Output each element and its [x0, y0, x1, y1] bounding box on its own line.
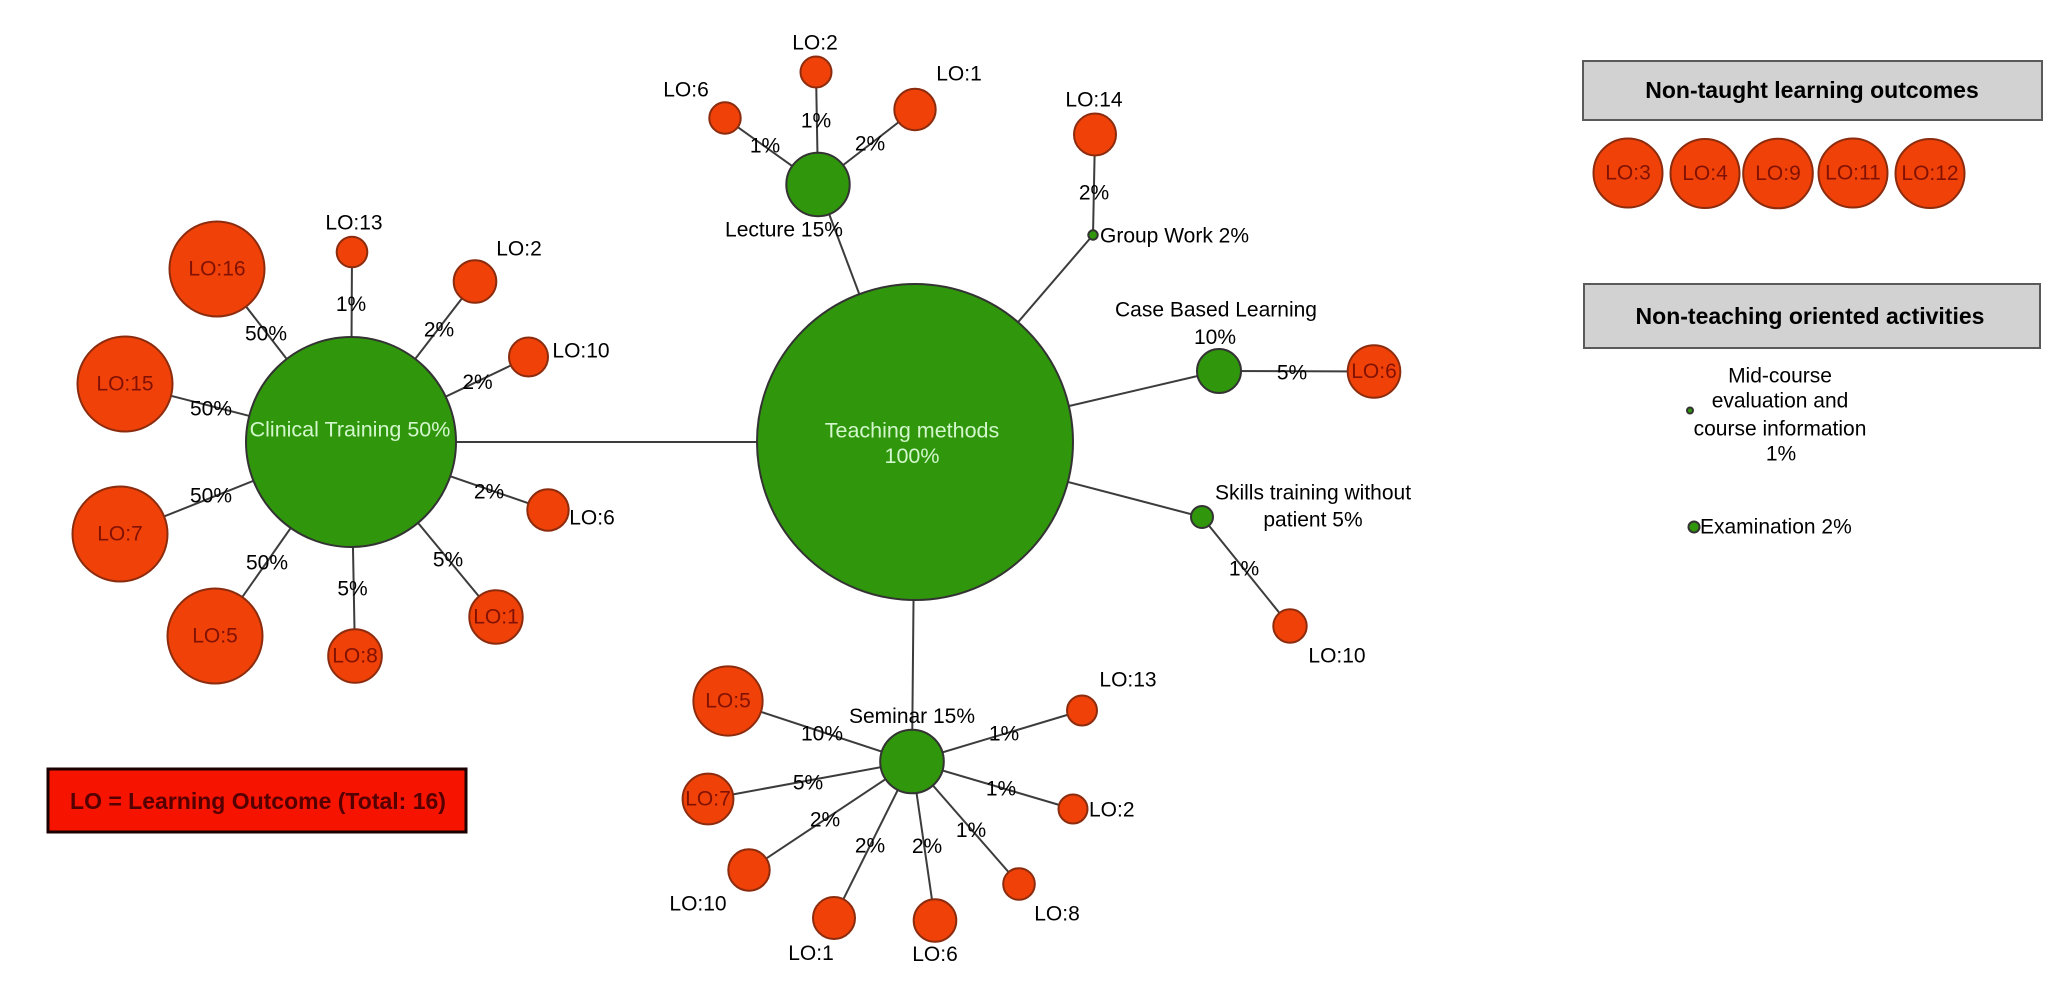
- svg-text:Mid-course: Mid-course: [1728, 365, 1832, 388]
- svg-text:1%: 1%: [801, 110, 831, 133]
- svg-text:LO:4: LO:4: [1682, 162, 1728, 185]
- svg-text:100%: 100%: [885, 444, 940, 468]
- svg-text:Non-taught learning outcomes: Non-taught learning outcomes: [1645, 77, 1979, 103]
- svg-text:Seminar 15%: Seminar 15%: [849, 705, 975, 728]
- svg-text:LO:1: LO:1: [473, 606, 519, 629]
- svg-text:2%: 2%: [1079, 182, 1109, 205]
- svg-text:Examination 2%: Examination 2%: [1700, 516, 1852, 539]
- svg-text:Lecture 15%: Lecture 15%: [725, 219, 843, 242]
- svg-text:10%: 10%: [1194, 326, 1236, 349]
- svg-text:LO:5: LO:5: [705, 690, 751, 713]
- svg-text:1%: 1%: [1766, 443, 1796, 466]
- svg-text:1%: 1%: [986, 778, 1016, 801]
- svg-text:1%: 1%: [989, 723, 1019, 746]
- svg-text:LO:15: LO:15: [96, 373, 153, 396]
- svg-text:LO:6: LO:6: [569, 507, 615, 530]
- svg-text:1%: 1%: [1229, 558, 1259, 581]
- svg-text:50%: 50%: [246, 552, 288, 575]
- svg-text:LO:2: LO:2: [496, 238, 542, 261]
- svg-text:Case Based Learning: Case Based Learning: [1115, 299, 1317, 322]
- svg-text:LO:10: LO:10: [552, 340, 609, 363]
- svg-text:5%: 5%: [433, 549, 463, 572]
- svg-text:LO:6: LO:6: [1351, 360, 1397, 383]
- svg-text:LO:1: LO:1: [788, 942, 834, 965]
- svg-text:evaluation and: evaluation and: [1712, 390, 1849, 413]
- svg-text:LO:16: LO:16: [188, 258, 245, 281]
- svg-text:LO:7: LO:7: [97, 523, 143, 546]
- svg-text:1%: 1%: [336, 293, 366, 316]
- svg-text:LO:11: LO:11: [1825, 162, 1881, 185]
- svg-text:patient 5%: patient 5%: [1263, 509, 1362, 532]
- svg-text:Skills training without: Skills training without: [1215, 482, 1411, 505]
- svg-text:LO:7: LO:7: [685, 788, 731, 811]
- svg-text:Teaching methods: Teaching methods: [825, 419, 1000, 443]
- svg-text:50%: 50%: [190, 398, 232, 421]
- svg-text:LO:3: LO:3: [1605, 162, 1651, 185]
- svg-text:LO:1: LO:1: [936, 63, 982, 86]
- svg-text:Non-teaching oriented activiti: Non-teaching oriented activities: [1636, 303, 1985, 329]
- svg-text:LO:8: LO:8: [332, 645, 378, 668]
- svg-text:Clinical Training 50%: Clinical Training 50%: [250, 418, 451, 442]
- svg-text:50%: 50%: [245, 323, 287, 346]
- svg-text:5%: 5%: [1277, 362, 1307, 385]
- svg-text:LO:10: LO:10: [1308, 645, 1365, 668]
- svg-text:2%: 2%: [855, 835, 885, 858]
- svg-text:2%: 2%: [424, 319, 454, 342]
- svg-text:LO:5: LO:5: [192, 625, 238, 648]
- svg-text:2%: 2%: [912, 835, 942, 858]
- svg-text:LO:14: LO:14: [1065, 89, 1123, 112]
- svg-text:LO:6: LO:6: [912, 943, 958, 966]
- svg-text:LO:13: LO:13: [325, 212, 382, 235]
- svg-text:LO:13: LO:13: [1099, 669, 1156, 692]
- svg-text:course information: course information: [1694, 418, 1867, 441]
- svg-text:LO:8: LO:8: [1034, 903, 1080, 926]
- svg-text:1%: 1%: [750, 135, 780, 158]
- svg-text:5%: 5%: [793, 772, 823, 795]
- svg-text:LO:6: LO:6: [663, 79, 709, 102]
- svg-text:LO:9: LO:9: [1755, 162, 1801, 185]
- svg-text:LO:2: LO:2: [1089, 799, 1135, 822]
- svg-text:2%: 2%: [855, 133, 885, 156]
- svg-text:Group Work 2%: Group Work 2%: [1100, 225, 1249, 248]
- svg-text:LO = Learning Outcome (Total:: LO = Learning Outcome (Total: 16): [70, 788, 446, 814]
- svg-text:1%: 1%: [956, 819, 986, 842]
- svg-text:10%: 10%: [801, 723, 843, 746]
- svg-text:2%: 2%: [810, 809, 840, 832]
- svg-text:LO:10: LO:10: [669, 893, 726, 916]
- svg-text:LO:12: LO:12: [1901, 162, 1958, 185]
- svg-text:2%: 2%: [462, 371, 492, 394]
- svg-text:LO:2: LO:2: [792, 32, 838, 55]
- svg-text:5%: 5%: [337, 578, 367, 601]
- svg-text:2%: 2%: [474, 481, 504, 504]
- svg-text:50%: 50%: [190, 485, 232, 508]
